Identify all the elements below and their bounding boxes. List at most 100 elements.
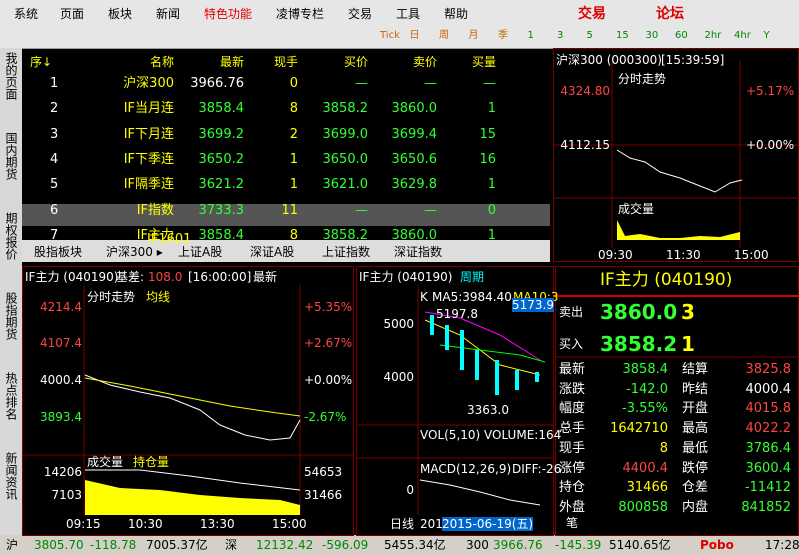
sheet-tab[interactable]: 上证指数 [322,245,371,259]
side-tab[interactable]: 国内期货 [4,132,18,180]
toolbar-button[interactable]: 1 [527,30,534,41]
label: DIFF:-26 [512,462,562,476]
toolbar-button[interactable]: 周 [439,30,449,41]
menu-item[interactable]: 工具 [396,7,421,21]
toolbar-button[interactable]: 15 [616,30,629,41]
label: 开盘 [682,401,709,417]
label: 分时走势 [618,72,667,86]
status-item: -118.78 [90,538,137,552]
toolbar-button[interactable]: Tick [380,30,400,41]
status-item: 300 [466,538,489,552]
table-header: 名称 [149,55,174,69]
toolbar-button[interactable]: 日 [409,30,420,41]
axis-label: 4000 [383,370,414,384]
label: 5197.8 [436,307,478,321]
menu-item[interactable]: 交易 [348,7,373,21]
label: MACD(12,26,9) [420,462,512,476]
axis-label: 31466 [304,488,343,502]
menu-item[interactable]: 凌博专栏 [276,7,325,21]
table-header: 买量 [471,55,496,69]
axis-label: 4000.4 [40,373,82,387]
label: 买入 [559,337,584,351]
toolbar-button[interactable]: 季 [498,30,508,41]
label: 仓差 [682,480,709,496]
table-cell: 15 [479,126,496,142]
label[interactable]: 周期 [460,270,485,284]
status-item: 7005.37亿 [146,538,208,552]
sheet-tab[interactable]: 股指板块 [34,245,83,259]
label: 日线 [390,517,415,531]
table-cell: 3650.0 [322,151,369,167]
row-highlight [22,204,550,226]
menu-item[interactable]: 系统 [14,7,39,21]
status-item: 沪 [6,538,19,552]
table-cell: 3860.0 [391,101,438,117]
table-cell: 1 [289,177,298,193]
axis-label: 4324.80 [560,84,610,98]
toolbar-button[interactable]: 30 [645,30,659,41]
sheet-tab[interactable]: 深证A股 [250,245,295,259]
side-tab[interactable]: 我的页面 [4,52,18,100]
trade-button[interactable]: 交易 [578,6,606,22]
side-tab[interactable]: 股指期货 [4,292,18,340]
label: 现手 [559,440,586,456]
table-cell: — [424,202,437,218]
label: -3.55% [622,401,668,417]
menu-item[interactable]: 页面 [60,7,85,21]
label: 3825.8 [745,362,792,377]
menu-item[interactable]: 板块 [108,7,133,21]
side-tab[interactable]: 期权报价 [4,212,18,260]
label: 跌停 [682,460,709,476]
table-cell: 1 [289,151,298,167]
table-cell: 8 [289,227,298,243]
toolbar-button[interactable]: 月 [468,30,479,41]
sheet-tab[interactable]: 上证A股 [178,245,223,259]
label: 4022.2 [745,421,792,437]
axis-label: 4214.4 [40,300,82,314]
label: 外盘 [559,499,586,515]
label: 4015.8 [745,401,792,417]
axis-label: 54653 [304,465,343,479]
axis-label: 4112.15 [560,138,610,152]
label: 108.0 [148,270,183,284]
label: 基差: [116,270,145,284]
table-cell: 2 [50,101,59,117]
status-item: 12132.42 [256,538,314,552]
axis-label: 4107.4 [40,336,82,350]
axis-label: 0 [406,483,414,497]
label: 3858.2 [600,332,678,356]
table-cell: 1 [50,76,59,91]
table-cell: IF指数 [136,202,174,218]
forum-button[interactable]: 论坛 [656,6,684,22]
label: 持仓量 [133,455,170,469]
status-item: 3805.70 [34,538,84,552]
oi-line [85,469,301,491]
side-tab[interactable]: 新闻资讯 [4,452,18,500]
table-cell: 1 [487,177,496,193]
toolbar-button[interactable]: 4hr [734,30,751,41]
menu-item[interactable]: 特色功能 [204,7,253,21]
toolbar-button[interactable]: 60 [675,30,688,41]
axis-label: 3893.4 [40,410,82,424]
avg-line [84,377,301,417]
axis-label: 7103 [51,488,82,502]
time-label: 09:30 [598,248,633,262]
panel-title: IF主力 (040190) [600,270,733,290]
toolbar-button[interactable]: Y [763,30,770,41]
panel-title: 沪深300 (000300) [556,53,662,67]
label: 成交量 [618,202,655,216]
toolbar-button[interactable]: 3 [557,30,564,41]
toolbar-button[interactable]: 5 [586,30,593,41]
axis-label: -2.67% [304,410,347,424]
menu-item[interactable]: 新闻 [156,7,181,21]
sheet-tab[interactable]: 深证指数 [394,245,443,259]
axis-label: 5000 [383,317,414,331]
sheet-tab[interactable]: 沪深300 ▸ [106,245,163,259]
label: 4400.4 [622,460,669,476]
menu-item[interactable]: 帮助 [444,7,469,21]
side-tab[interactable]: 热点排名 [4,372,18,420]
table-cell: IF下月连 [123,126,174,142]
toolbar-button[interactable]: 2hr [704,30,722,41]
table-cell: IF隔季连 [123,177,174,193]
label[interactable]: 笔 [566,516,579,530]
